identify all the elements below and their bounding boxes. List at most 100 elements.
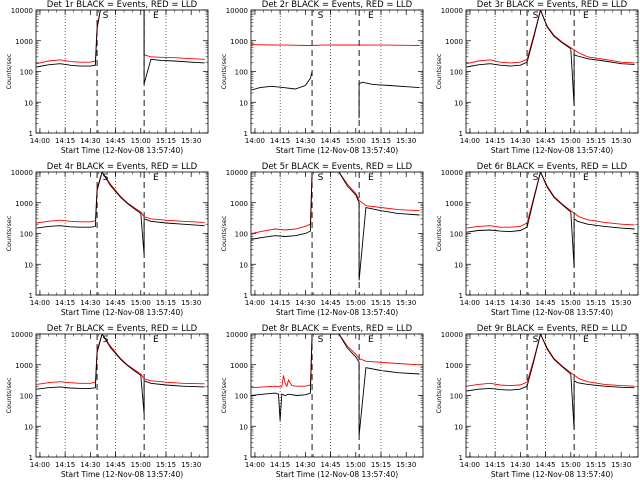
y-tick-label: 10000 [441,169,463,177]
x-tick-label: 15:15 [156,137,176,145]
lld-series-line [36,172,205,224]
panel-det-3r: Det 3r BLACK = Events, RED = LLD Counts/s… [435,0,639,155]
y-tick-label: 10 [454,423,463,431]
plot-frame [35,171,209,296]
x-tick-label: 15:30 [611,461,631,469]
x-tick-label: 15:15 [156,461,176,469]
y-axis-label: Counts/sec [435,377,443,413]
x-tick-label: 15:30 [181,137,201,145]
x-tick-label: 15:30 [611,137,631,145]
y-tick-label: 100 [20,393,33,401]
plot-frame [250,171,424,296]
plot-frame [465,333,639,458]
y-tick-label: 10 [239,261,248,269]
events-series-line [36,334,205,415]
y-axis-label: Counts/sec [5,53,13,89]
x-tick-label: 15:00 [346,137,366,145]
panel-title: Det 4r BLACK = Events, RED = LLD [47,162,198,172]
x-tick-label: 15:15 [586,137,606,145]
y-tick-label: 10 [454,261,463,269]
interval-marker-s: S [533,335,539,345]
x-tick-label: 14:45 [320,461,340,469]
panel-title: Det 9r BLACK = Events, RED = LLD [477,324,628,334]
y-tick-label: 1 [244,292,248,300]
x-tick-label: 14:30 [80,137,100,145]
plot-frame [35,333,209,458]
plot-frame [250,9,424,134]
y-tick-label: 1000 [445,200,463,208]
x-tick-label: 14:30 [80,461,100,469]
x-tick-label: 15:15 [586,299,606,307]
panel-title: Det 7r BLACK = Events, RED = LLD [47,324,198,334]
interval-marker-s: S [103,173,109,183]
events-series-line [36,172,205,256]
events-series-line [251,172,420,281]
panel-det-4r: Det 4r BLACK = Events, RED = LLD Counts/s… [5,162,209,317]
y-tick-label: 1000 [230,200,248,208]
x-tick-label: 14:45 [535,137,555,145]
y-tick-label: 100 [20,231,33,239]
x-tick-label: 14:30 [295,137,315,145]
lld-series-line [36,10,205,65]
x-axis-label: Start Time (12-Nov-08 13:57:40) [276,470,398,479]
x-tick-label: 14:15 [55,137,75,145]
lld-series-line [251,44,420,46]
y-tick-label: 1000 [445,38,463,46]
x-tick-label: 14:00 [245,461,265,469]
lld-series-line [251,172,420,234]
panel-det-9r: Det 9r BLACK = Events, RED = LLD Counts/s… [435,324,639,479]
x-tick-label: 15:30 [396,137,416,145]
y-tick-label: 1 [29,292,33,300]
y-tick-label: 100 [450,231,463,239]
x-tick-label: 14:00 [460,137,480,145]
interval-marker-e: E [368,335,374,345]
panel-title: Det 5r BLACK = Events, RED = LLD [262,162,413,172]
x-tick-label: 15:30 [611,299,631,307]
y-tick-label: 1 [459,454,463,462]
x-tick-label: 15:30 [396,299,416,307]
x-tick-label: 14:15 [55,461,75,469]
x-tick-label: 14:30 [295,299,315,307]
interval-marker-e: E [153,335,159,345]
x-tick-label: 14:30 [510,461,530,469]
y-tick-label: 1 [459,130,463,138]
x-tick-label: 14:45 [535,299,555,307]
x-tick-label: 15:00 [346,461,366,469]
y-tick-label: 1000 [15,38,33,46]
x-axis-label: Start Time (12-Nov-08 13:57:40) [491,146,613,155]
panel-det-6r: Det 6r BLACK = Events, RED = LLD Counts/s… [435,162,639,317]
x-tick-label: 15:00 [131,137,151,145]
events-series-line [251,71,420,119]
plot-frame [465,171,639,296]
y-tick-label: 100 [450,69,463,77]
x-tick-label: 14:30 [80,299,100,307]
x-tick-label: 14:45 [105,137,125,145]
x-tick-label: 15:15 [371,299,391,307]
y-tick-label: 1000 [230,362,248,370]
interval-marker-s: S [533,173,539,183]
y-axis-label: Counts/sec [5,377,13,413]
panel-det-8r: Det 8r BLACK = Events, RED = LLD Counts/s… [220,324,424,479]
plot-frame [35,9,209,134]
interval-marker-e: E [583,173,589,183]
x-tick-label: 14:30 [295,461,315,469]
x-tick-label: 14:15 [55,299,75,307]
x-tick-label: 14:00 [460,461,480,469]
interval-marker-s: S [533,11,539,21]
x-tick-label: 14:30 [510,299,530,307]
y-tick-label: 1 [459,292,463,300]
y-tick-label: 10000 [226,7,248,15]
panel-title: Det 1r BLACK = Events, RED = LLD [47,0,198,10]
x-axis-label: Start Time (12-Nov-08 13:57:40) [61,308,183,317]
x-tick-label: 15:00 [561,461,581,469]
y-tick-label: 1000 [230,38,248,46]
x-tick-label: 15:00 [561,299,581,307]
plot-frame [465,9,639,134]
y-axis-label: Counts/sec [220,215,228,251]
x-axis-label: Start Time (12-Nov-08 13:57:40) [276,308,398,317]
lld-series-line [251,334,420,389]
interval-marker-e: E [583,11,589,21]
y-tick-label: 10000 [11,331,33,339]
interval-marker-s: S [318,335,324,345]
